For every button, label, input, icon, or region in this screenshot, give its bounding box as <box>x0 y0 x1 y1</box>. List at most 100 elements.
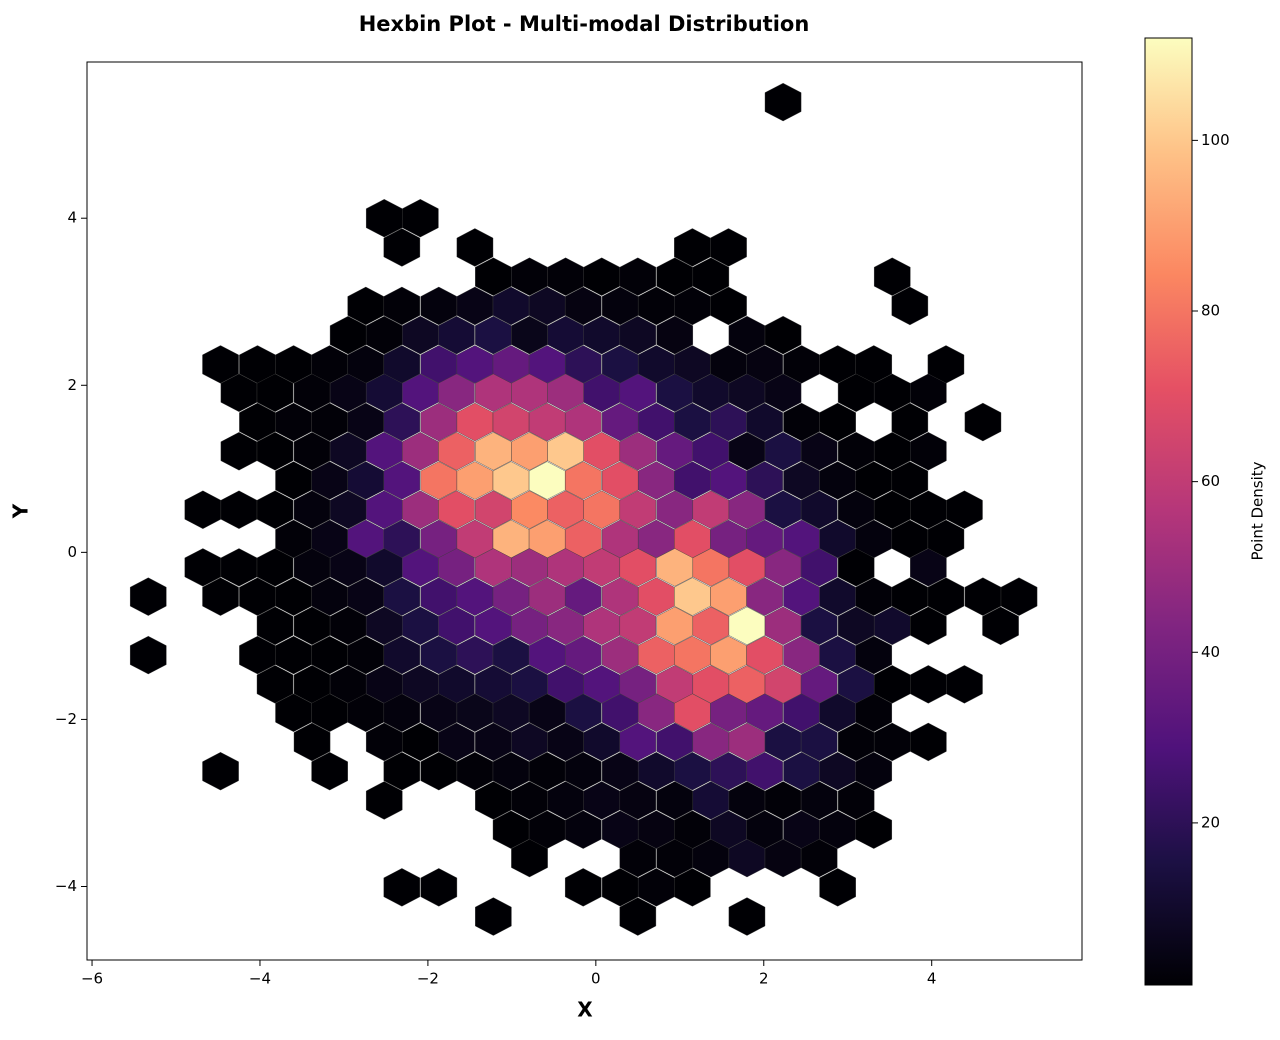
hex-bin <box>656 315 693 355</box>
hex-bin <box>746 402 783 442</box>
hex-bin <box>946 490 983 529</box>
hex-bin <box>619 838 657 878</box>
hex-bin <box>438 432 475 471</box>
hex-bin <box>129 577 167 616</box>
hex-bin <box>456 228 494 267</box>
hex-bin <box>764 373 802 412</box>
colorbar <box>1144 37 1193 986</box>
hex-bin <box>837 781 875 820</box>
y-axis-label: Y <box>9 503 33 519</box>
hex-bin <box>511 838 548 878</box>
hex-bin <box>674 868 711 907</box>
colorbar-tick-label: 60 <box>1201 472 1220 490</box>
hex-bin <box>710 286 747 326</box>
hex-bin <box>565 635 602 675</box>
hex-bin <box>619 781 657 820</box>
hex-bin <box>420 868 458 907</box>
hex-bin <box>837 548 875 587</box>
hex-bin <box>619 548 657 587</box>
hex-bin <box>746 635 783 675</box>
hex-bin <box>910 722 947 762</box>
hex-bin <box>619 315 657 355</box>
hex-bin <box>438 315 475 355</box>
hex-bin <box>800 490 838 529</box>
hex-bin <box>874 257 911 296</box>
hex-bin <box>438 373 475 412</box>
hex-bin <box>402 199 439 238</box>
colorbar-tick-label: 80 <box>1201 302 1220 320</box>
hex-bin <box>619 897 657 936</box>
x-tick-label: 2 <box>759 970 769 988</box>
hex-bin <box>819 402 856 442</box>
hex-bin <box>565 461 602 500</box>
hex-bin <box>619 373 657 412</box>
hex-bin <box>383 461 421 500</box>
hex-bin <box>256 606 294 646</box>
hex-bin <box>565 402 602 442</box>
hex-bin <box>366 781 403 820</box>
hex-bin <box>438 490 475 529</box>
y-tick-label: 0 <box>67 543 77 561</box>
hex-bin <box>256 432 294 471</box>
hex-bin <box>256 490 294 529</box>
hex-bin <box>764 315 802 355</box>
x-tick-label: −6 <box>81 970 103 988</box>
hex-bin <box>184 490 222 529</box>
hex-bin <box>946 665 983 704</box>
y-tick-label: 4 <box>67 209 77 227</box>
hex-bin <box>728 897 766 936</box>
colorbar-tick-label: 100 <box>1201 131 1230 149</box>
hex-bin <box>746 693 783 732</box>
hex-bin <box>256 665 294 704</box>
hex-bin <box>438 548 475 587</box>
hex-bin <box>293 722 331 762</box>
colorbar-tick-label: 40 <box>1201 643 1220 661</box>
hex-bin <box>256 548 294 587</box>
x-tick-label: −4 <box>249 970 271 988</box>
hex-bin <box>565 577 602 616</box>
x-tick-label: 0 <box>591 970 601 988</box>
colorbar-label: Point Density <box>1249 461 1267 560</box>
hex-bin <box>565 286 602 326</box>
hex-bin <box>311 752 348 791</box>
x-axis-label: X <box>577 998 593 1022</box>
hex-bin <box>1000 577 1038 616</box>
hex-bin <box>438 606 475 646</box>
hex-bin <box>910 548 947 587</box>
hex-bin <box>891 402 929 442</box>
hex-bin <box>383 868 421 907</box>
hex-bin <box>619 606 657 646</box>
hex-bin <box>619 257 657 296</box>
hex-bin <box>855 635 892 675</box>
hex-bin <box>383 402 421 442</box>
hex-bin <box>619 432 657 471</box>
colorbar-tick-label: 20 <box>1201 813 1220 831</box>
hex-bin <box>565 868 602 907</box>
hex-bin <box>982 606 1019 646</box>
y-tick-label: 2 <box>67 376 77 394</box>
hex-bin <box>383 635 421 675</box>
hex-bin <box>383 286 421 326</box>
hex-bin <box>891 286 929 326</box>
hex-bin <box>619 722 657 762</box>
hex-bin <box>475 897 512 936</box>
hex-bin <box>692 257 730 296</box>
hex-bin <box>855 752 892 791</box>
hex-bin <box>855 810 892 849</box>
hex-bin <box>855 693 892 732</box>
plot-frame <box>86 61 1083 961</box>
x-tick-label: 4 <box>927 970 937 988</box>
hex-bin <box>129 635 167 675</box>
hex-bin <box>964 402 1002 442</box>
hex-bin <box>746 461 783 500</box>
hex-bin <box>438 722 475 762</box>
hex-bin <box>800 432 838 471</box>
hex-bin <box>565 752 602 791</box>
hex-bin <box>565 810 602 849</box>
hex-bin <box>383 693 421 732</box>
hex-bin <box>927 577 965 616</box>
hex-bin <box>202 577 239 616</box>
y-tick-label: −4 <box>55 877 77 895</box>
